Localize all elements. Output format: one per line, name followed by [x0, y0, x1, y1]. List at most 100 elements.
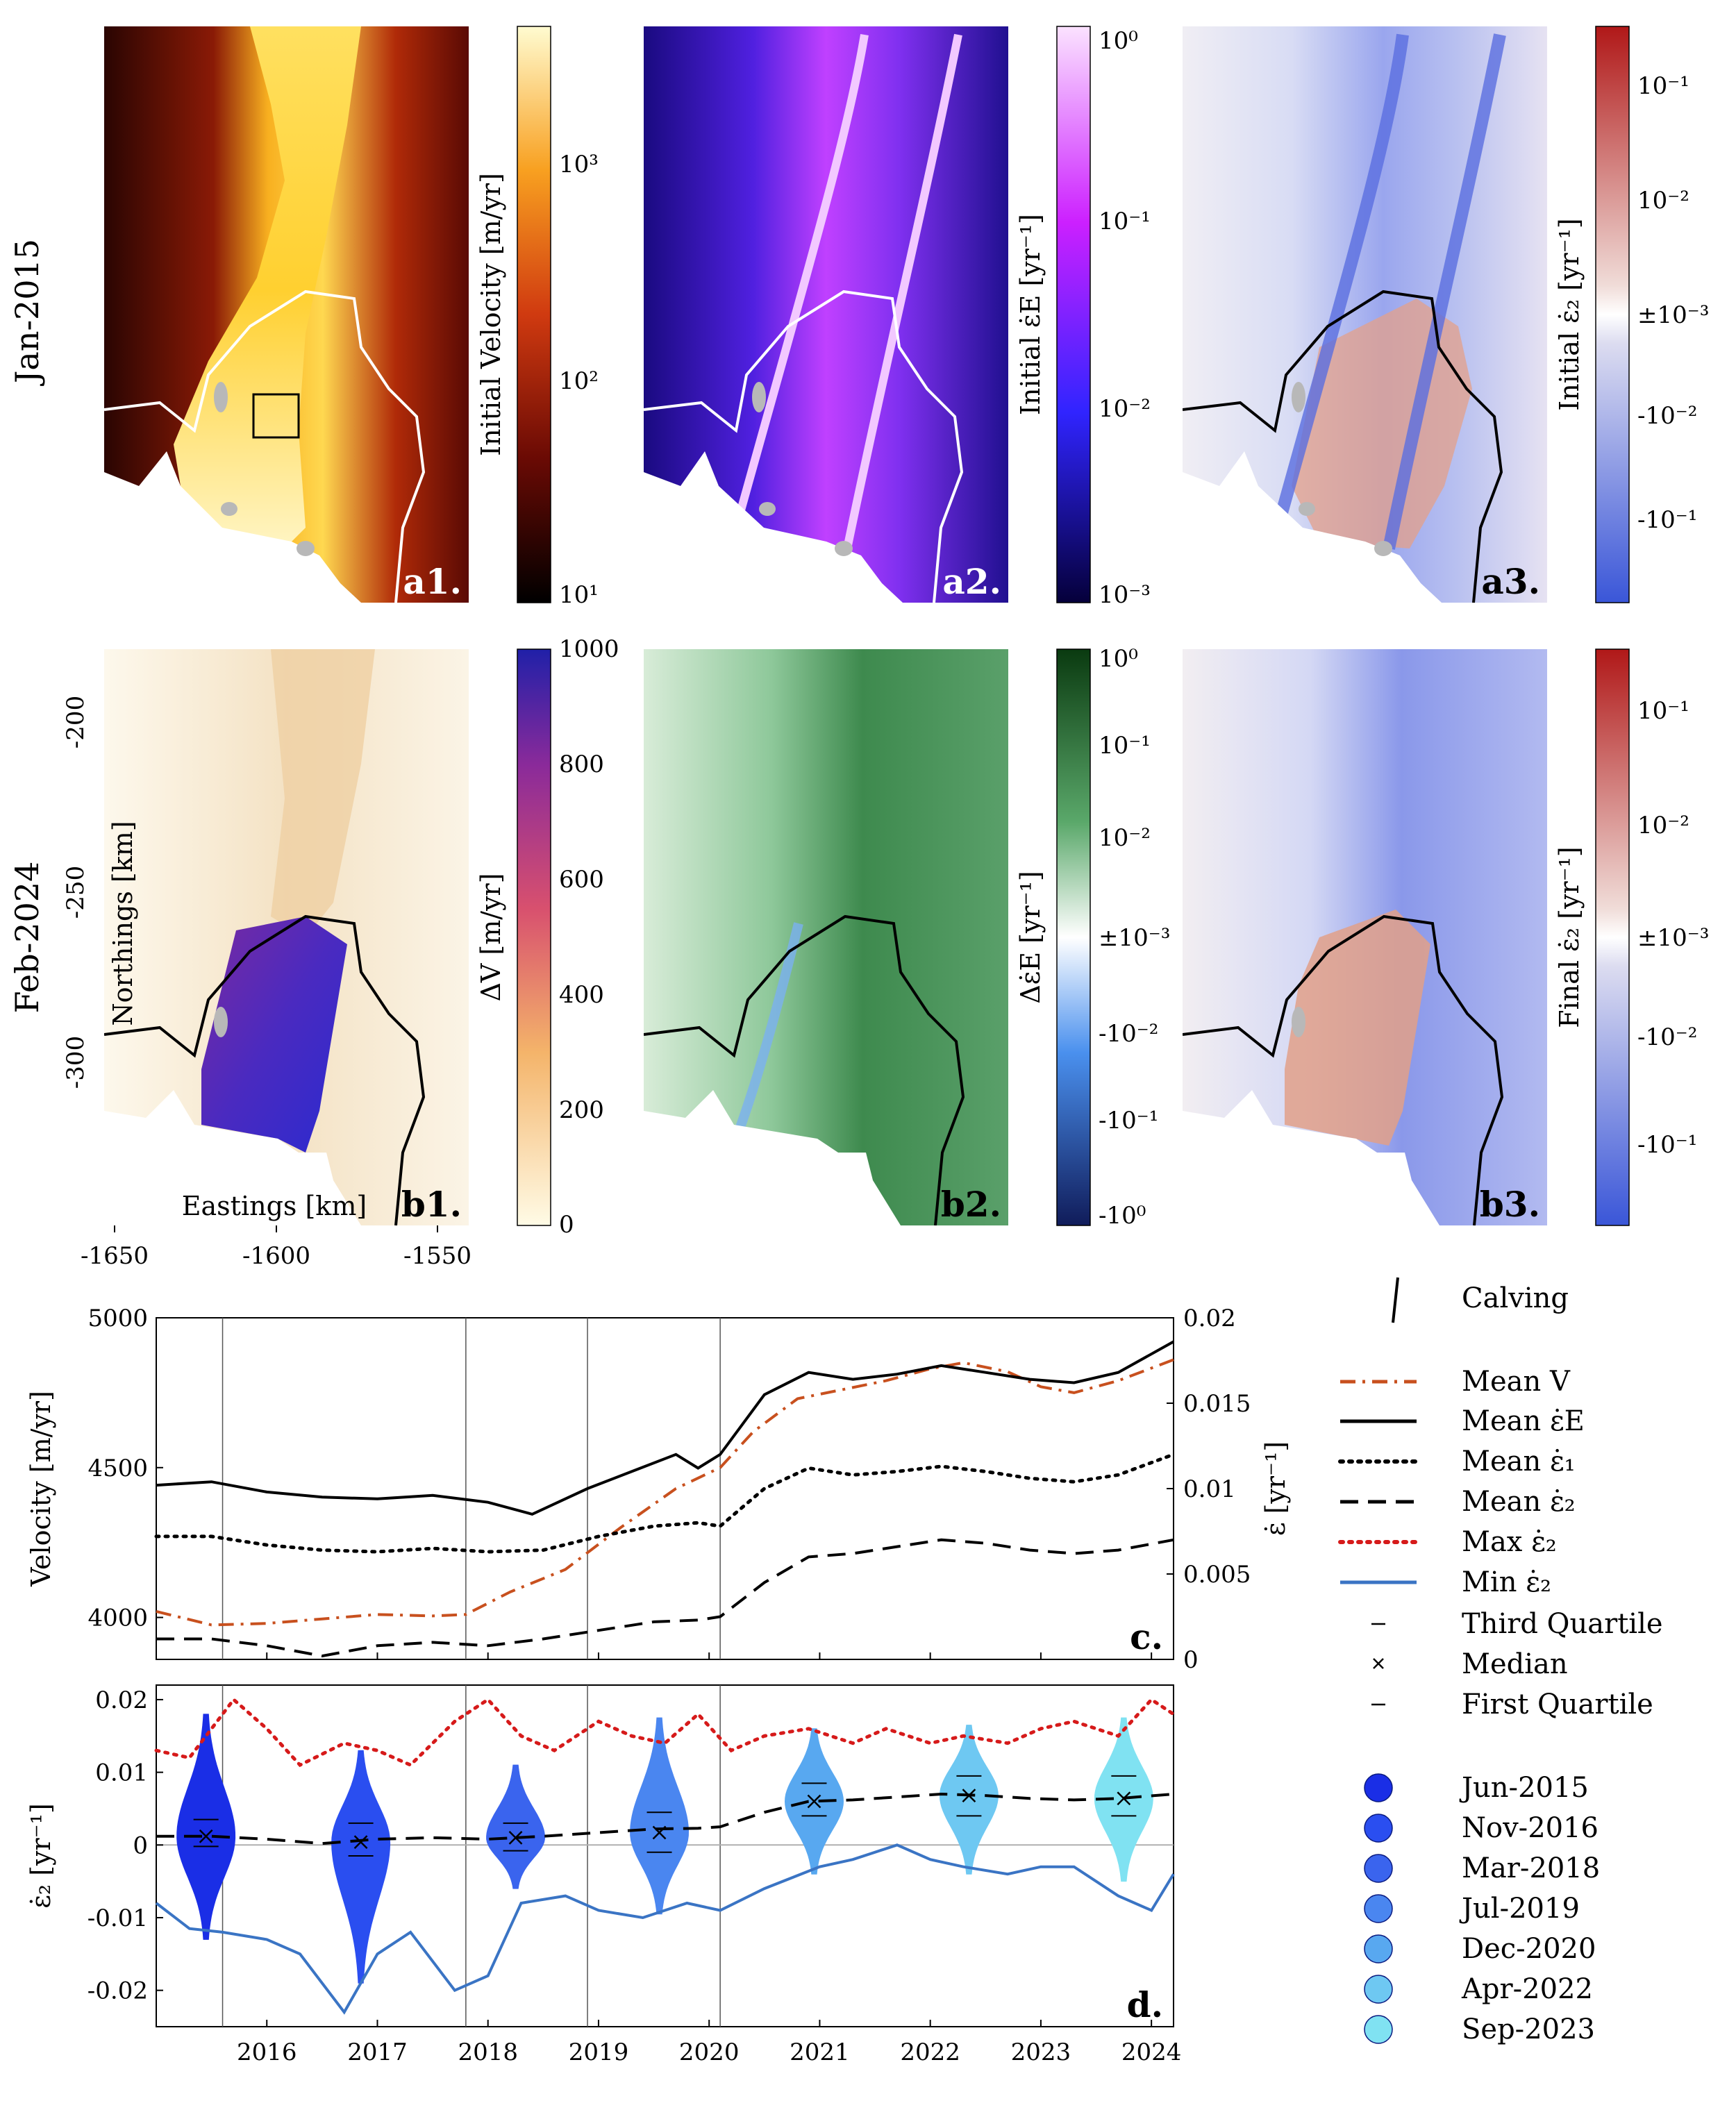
- legend-third-quartile: Third Quartile: [1462, 1608, 1663, 1640]
- colorbar-b2-tick-2: 10⁻¹: [1099, 732, 1151, 760]
- colorbar-a2: 10⁻³ 10⁻² 10⁻¹ 10⁰ Initial ε̇E [yr⁻¹]: [1015, 26, 1151, 609]
- colorbar-a3-tick-4: -10⁻²: [1637, 402, 1697, 430]
- panel-b3: [1183, 649, 1547, 1225]
- map-b1-grounding-line: [104, 914, 426, 1225]
- colorbar-b2-tick-7: -10⁰: [1099, 1202, 1146, 1230]
- map-a1-ocean: [104, 451, 361, 603]
- legend-label-4: Mean ε̇₂: [1462, 1486, 1576, 1518]
- map-b3-grounding-line: [1183, 914, 1504, 1225]
- colorbar-b2-bar: [1056, 648, 1091, 1226]
- panel-a3-label: a3.: [1481, 561, 1540, 602]
- c-ytick-right-2: 0.01: [1183, 1475, 1236, 1503]
- d-ytick-3: 0.01: [95, 1759, 148, 1787]
- legend-median: Median: [1462, 1648, 1568, 1680]
- c-series-2: [156, 1340, 1174, 1516]
- map-a3-shear-margin-2: [1383, 33, 1506, 550]
- row-label-top: Jan-2015: [8, 239, 46, 386]
- colorbar-b3-tick-4: -10⁻²: [1637, 1023, 1697, 1051]
- c-series-3: [154, 1452, 1176, 1554]
- chart-d-violins: [176, 1714, 1153, 1984]
- colorbar-a3-tick-1: 10⁻¹: [1637, 72, 1689, 100]
- colorbar-a1-bar: [517, 26, 551, 603]
- c-ytick-right-0: 0: [1183, 1646, 1199, 1674]
- colorbar-a2-tick-1: 10⁻³: [1099, 581, 1151, 609]
- violin-2: [331, 1750, 391, 1984]
- panel-b2-label: b2.: [941, 1184, 1001, 1225]
- map-y-tick-1: -200: [62, 696, 90, 748]
- d-series-1: [154, 1697, 1176, 1768]
- legend-calving-mark: [1392, 1277, 1399, 1323]
- map-a1-study-box: [252, 393, 300, 439]
- colorbar-b3-tick-3: ±10⁻³: [1637, 924, 1709, 952]
- legend-dot-1: [1364, 1773, 1393, 1802]
- chart-c-ylabel-right: ε̇ [yr⁻¹]: [1260, 1441, 1291, 1536]
- map-x-tick-2: -1600: [242, 1242, 310, 1270]
- colorbar-a3-tick-3: ±10⁻³: [1637, 301, 1709, 329]
- map-a2-rock-1: [752, 382, 766, 412]
- panel-b1-label: b1.: [401, 1184, 462, 1225]
- chart-d: -0.02 -0.01 0 0.01 0.02 2016 2017 2018 2019 2020 2…: [26, 1684, 1182, 2066]
- violin-3: [486, 1764, 546, 1889]
- c-ytick-2: 5000: [87, 1305, 148, 1332]
- legend-label-1: Mean V: [1462, 1366, 1571, 1398]
- d-xtick-8: 2024: [1121, 2038, 1182, 2066]
- colorbar-a2-tick-3: 10⁻¹: [1099, 208, 1151, 235]
- map-b2-blue-margin: [731, 922, 803, 1141]
- chart-d-panel-label: d.: [1127, 1984, 1163, 2025]
- c-ytick-right-4: 0.02: [1183, 1305, 1236, 1332]
- d-xtick-4: 2020: [679, 2038, 740, 2066]
- legend-date-6: Apr-2022: [1461, 1973, 1593, 2005]
- map-b1-retreat-zone: [201, 916, 347, 1153]
- map-b1-ocean: [104, 1090, 361, 1225]
- colorbar-b3: 10⁻¹ 10⁻² ±10⁻³ -10⁻² -10⁻¹ Final ε̇₂ [y…: [1554, 648, 1709, 1226]
- chart-c-frame: [156, 1317, 1174, 1660]
- d-ytick-1: -0.01: [87, 1904, 148, 1932]
- legend-dot-6: [1364, 1975, 1393, 2004]
- legend-date-5: Dec-2020: [1462, 1933, 1596, 1965]
- legend-label-3: Mean ε̇₁: [1462, 1446, 1576, 1477]
- panel-a3: [1183, 26, 1547, 603]
- chart-c-ylabel: Velocity [m/yr]: [26, 1391, 56, 1587]
- chart-d-series: [154, 1697, 1176, 2015]
- legend-first-quartile: First Quartile: [1462, 1689, 1653, 1720]
- colorbar-a1-tick-2: 10²: [559, 367, 599, 395]
- chart-d-ylabel: ε̇₂ [yr⁻¹]: [26, 1803, 56, 1909]
- colorbar-b1-tick-1: 0: [559, 1211, 574, 1239]
- c-ytick-0: 4000: [87, 1605, 148, 1632]
- colorbar-b1-tick-2: 200: [559, 1096, 604, 1124]
- chart-c-ticks: 4000 4500 5000 0 0.005 0.01 0.015 0.02: [87, 1305, 1251, 1674]
- violin-2-median: [353, 1835, 368, 1849]
- legend-calving: Calving: [1462, 1282, 1569, 1314]
- c-ytick-right-3: 0.015: [1183, 1390, 1251, 1418]
- row-label-bottom: Feb-2024: [8, 862, 46, 1014]
- d-xtick-5: 2021: [790, 2038, 850, 2066]
- violin-1-median: [199, 1829, 213, 1843]
- legend: Calving Mean V Mean ε̇E Mean ε̇₁ Mean ε̇₂ Max…: [1338, 1277, 1663, 2045]
- colorbar-a1-tick-3: 10³: [559, 151, 599, 178]
- map-a3-grounding-line: [1183, 290, 1503, 603]
- map-b2-ocean: [644, 1090, 901, 1225]
- map-a2-rock-3: [835, 541, 853, 556]
- legend-dot-2: [1364, 1814, 1393, 1843]
- violin-1: [176, 1714, 236, 1940]
- d-series-2: [155, 1843, 1175, 2015]
- map-b1-stream: [271, 649, 375, 937]
- legend-label-2: Mean ε̇E: [1462, 1405, 1585, 1437]
- colorbar-b3-tick-2: 10⁻²: [1637, 812, 1689, 839]
- legend-date-7: Sep-2023: [1462, 2013, 1595, 2045]
- d-ytick-0: -0.02: [87, 1977, 148, 2005]
- colorbar-b3-label: Final ε̇₂ [yr⁻¹]: [1554, 846, 1585, 1028]
- map-a3-rock-3: [1374, 541, 1392, 556]
- legend-label-6: Min ε̇₂: [1462, 1566, 1551, 1598]
- d-xtick-3: 2019: [569, 2038, 629, 2066]
- panel-a2-label: a2.: [942, 561, 1001, 602]
- map-b2-grounding-line: [644, 914, 965, 1225]
- legend-date-3: Mar-2018: [1462, 1852, 1600, 1884]
- panel-b1: [104, 649, 469, 1225]
- d-xtick-1: 2017: [347, 2038, 408, 2066]
- chart-c-panel-label: c.: [1130, 1616, 1163, 1657]
- c-ytick-right-1: 0.005: [1183, 1561, 1251, 1589]
- colorbar-a2-tick-4: 10⁰: [1099, 27, 1138, 55]
- colorbar-b2-tick-3: 10⁻²: [1099, 824, 1151, 852]
- map-a1-rock-3: [297, 541, 315, 556]
